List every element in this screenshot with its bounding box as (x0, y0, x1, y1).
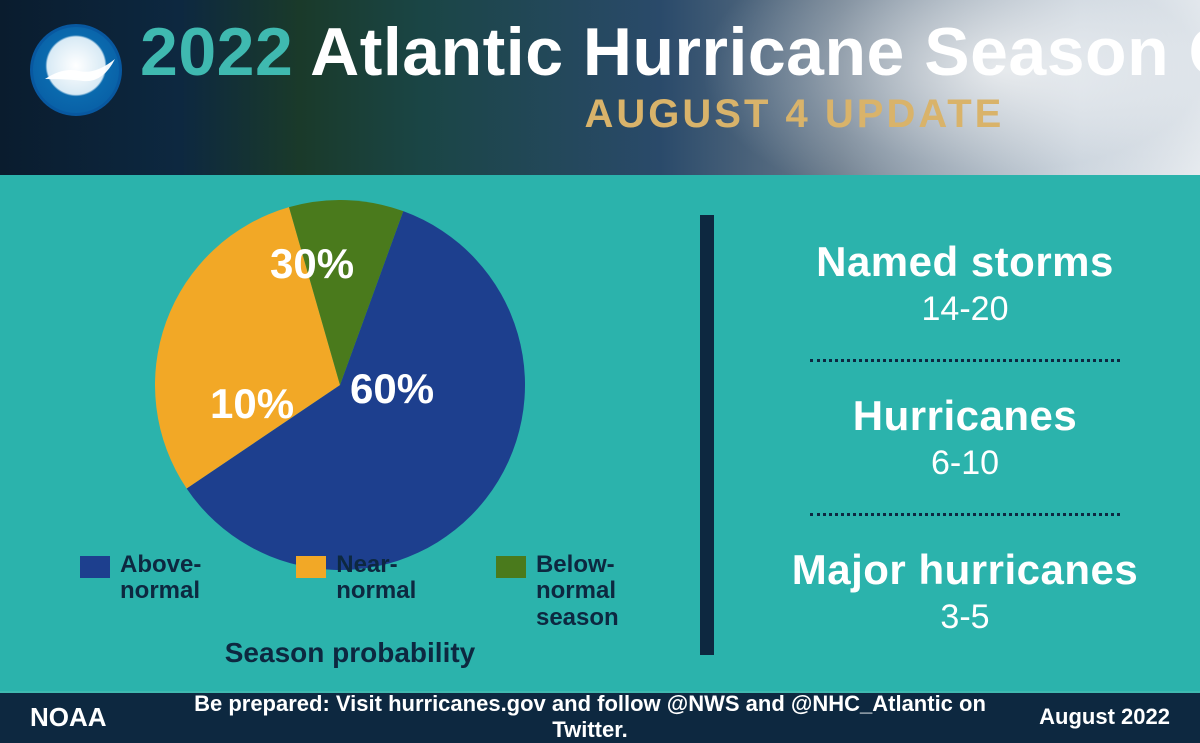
dotted-divider (810, 359, 1120, 362)
stat-value: 14-20 (770, 290, 1160, 329)
header-banner: 2022 Atlantic Hurricane Season Outlook A… (0, 0, 1200, 175)
footer-org: NOAA (30, 702, 170, 733)
chart-axis-label: Season probability (0, 637, 700, 669)
legend-swatch (296, 556, 326, 578)
subtitle: AUGUST 4 UPDATE (140, 92, 1200, 137)
noaa-logo-icon (30, 24, 122, 116)
title-year: 2022 (140, 14, 293, 90)
pie-label-below: 10% (210, 380, 294, 428)
stat-label: Named storms (770, 238, 1160, 286)
stat-value: 6-10 (770, 444, 1160, 483)
pie-chart: 60% 30% 10% (155, 200, 525, 570)
stat-named-storms: Named storms 14-20 (770, 230, 1160, 337)
legend-swatch (80, 556, 110, 578)
legend-item-below: Below-normalseason (496, 552, 660, 631)
main-panel: 60% 30% 10% Above-normal Near-normal Below-n… (0, 175, 1200, 691)
footer-msg: Be prepared: Visit hurricanes.gov and fo… (170, 691, 1010, 743)
title-rest: Atlantic Hurricane Season Outlook (293, 14, 1200, 90)
stats-region: Named storms 14-20 Hurricanes 6-10 Major… (700, 175, 1200, 691)
legend-label: Below-normalseason (536, 552, 660, 631)
footer-date: August 2022 (1010, 704, 1170, 730)
title-block: 2022 Atlantic Hurricane Season Outlook A… (140, 18, 1200, 137)
legend-label: Above-normal (120, 552, 246, 605)
footer-bar: NOAA Be prepared: Visit hurricanes.gov a… (0, 691, 1200, 741)
legend-item-above: Above-normal (80, 552, 246, 605)
stat-label: Major hurricanes (770, 546, 1160, 594)
pie-label-near: 30% (270, 240, 354, 288)
stat-major-hurricanes: Major hurricanes 3-5 (770, 538, 1160, 645)
stat-value: 3-5 (770, 598, 1160, 637)
main-title: 2022 Atlantic Hurricane Season Outlook (140, 18, 1200, 86)
legend-label: Near-normal (336, 552, 446, 605)
legend-swatch (496, 556, 526, 578)
pie-label-above: 60% (350, 365, 434, 413)
vertical-divider (700, 215, 714, 655)
legend-item-near: Near-normal (296, 552, 446, 605)
stat-label: Hurricanes (770, 392, 1160, 440)
chart-region: 60% 30% 10% Above-normal Near-normal Below-n… (0, 175, 700, 691)
dotted-divider (810, 513, 1120, 516)
stat-hurricanes: Hurricanes 6-10 (770, 384, 1160, 491)
legend: Above-normal Near-normal Below-normalseaso… (80, 552, 660, 631)
